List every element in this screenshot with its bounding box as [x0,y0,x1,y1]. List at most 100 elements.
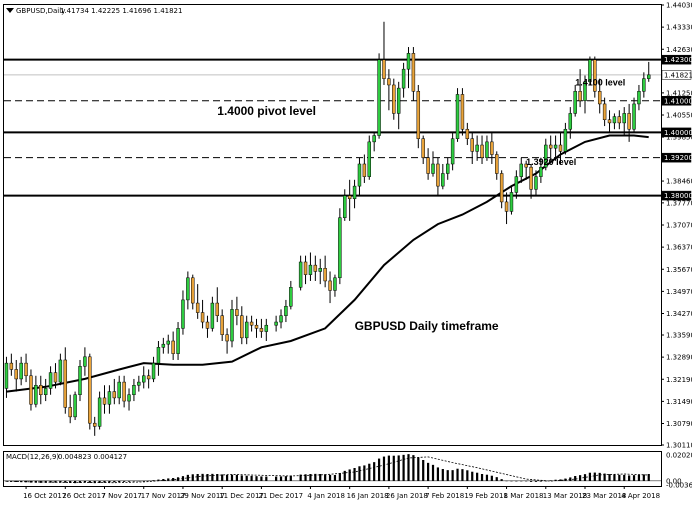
level-price-label: 1.39200 [661,152,692,163]
macd-bar [103,480,106,483]
candle-body [303,261,308,275]
level-price-label: 1.40000 [661,127,692,138]
macd-bar [402,454,405,481]
candle [58,353,63,386]
macd-bar [583,474,587,481]
candle [127,388,131,411]
candle [524,160,528,180]
candle [416,84,421,149]
candle-body [617,116,622,124]
macd-bar [441,469,444,481]
level-price-label-text: 1.39200 [664,154,692,162]
candle [352,179,357,209]
candle-body [166,340,170,345]
macd-bar [446,470,449,481]
level-price-label-box [661,127,692,138]
candle [83,347,87,376]
candle [490,132,494,164]
candle-body [83,356,87,367]
candle-body [308,264,313,275]
candle [88,353,92,430]
candle [220,309,224,342]
candle [313,255,318,281]
candle-body [504,201,509,212]
macd-bar [593,472,596,481]
macd-bar [162,479,165,481]
macd-bar [642,474,645,481]
candle-body [357,163,362,187]
candle [445,157,450,180]
macd-bar [328,474,332,481]
macd-bar [480,474,484,481]
candle-body [612,116,617,124]
candle [210,296,215,332]
macd-bar [24,480,28,483]
candle-body [333,277,337,291]
candle [578,69,582,108]
candle-body [225,334,229,342]
macd-bar [216,474,219,481]
time-tick-label: 7 Feb 2018 [425,492,464,500]
candle-body [519,163,523,177]
macd-axis: 0.020202 0.00-0.003636 [666,452,692,490]
candle [509,186,514,215]
candle [249,315,254,332]
time-tick-label: 16 Oct 2017 [23,492,66,500]
candle [303,255,308,285]
candle [117,375,121,405]
candle [495,151,499,180]
candle-body [235,309,239,316]
macd-bar [549,480,552,481]
candle [39,375,43,405]
candle [617,110,622,130]
time-tick-label: 23 Mar 2018 [582,492,626,500]
candle-body [573,91,577,114]
candle-body [485,141,489,158]
candle [343,189,347,221]
macd-bar [93,480,96,484]
price-tick-label: 1.30790 [666,420,692,428]
candle [215,287,220,323]
macd-bar [574,476,577,481]
candle-body [9,362,14,370]
candle [588,56,592,85]
level-price-label-box [661,190,692,201]
candle-body [191,277,195,304]
candle [347,179,352,221]
candle-body [4,362,9,389]
price-tick-label: 1.34270 [666,310,692,318]
candle [357,157,362,196]
candle-body [205,321,210,329]
candle [48,366,53,395]
candle-body [588,59,592,83]
moving-average-line [6,134,649,393]
candle [254,318,259,338]
candle [568,107,573,139]
macd-bar [137,480,140,482]
candle [308,252,313,281]
candle [318,258,322,285]
macd-bar [196,474,199,481]
candle-body [146,375,151,380]
candle [323,255,327,288]
macd-bar [456,468,459,481]
macd-bar [461,469,464,481]
candle [4,356,9,398]
level-price-label-box [661,152,692,163]
candle-body [450,138,455,165]
time-tick-label: 13 Mar 2018 [543,492,587,500]
candle-body [514,176,519,193]
candle [24,353,28,383]
candle-body [186,277,190,301]
candle-body [583,81,587,102]
candle-body [642,78,646,92]
macd-bar [250,475,253,481]
candle [176,322,180,360]
macd-bar [147,480,150,482]
candle-body [244,321,249,339]
candle-body [568,113,573,130]
macd-bar [289,475,292,481]
candle [264,318,269,342]
